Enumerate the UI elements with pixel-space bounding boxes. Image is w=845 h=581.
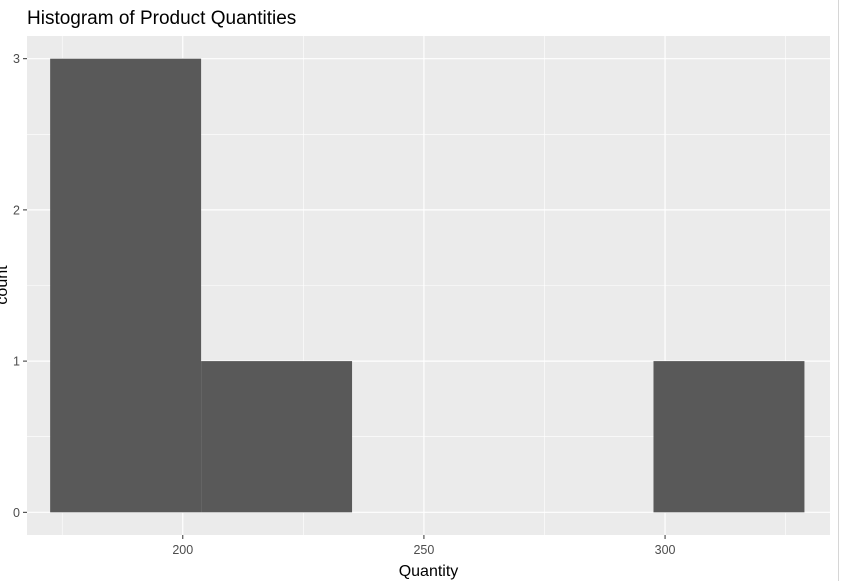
y-tick-label: 1 bbox=[13, 355, 20, 369]
x-tick-label: 250 bbox=[413, 543, 434, 557]
x-axis-ticks: 200 250 300 bbox=[172, 535, 676, 557]
histogram-bar bbox=[653, 361, 805, 513]
y-tick-label: 0 bbox=[13, 506, 20, 520]
histogram-bar bbox=[201, 361, 353, 513]
y-axis-label: count bbox=[0, 265, 11, 305]
chart-title: Histogram of Product Quantities bbox=[27, 8, 296, 29]
y-tick-label: 3 bbox=[13, 52, 20, 66]
y-tick-label: 2 bbox=[13, 203, 20, 217]
x-tick-label: 200 bbox=[172, 543, 193, 557]
histogram-bar bbox=[50, 58, 202, 513]
x-axis-label: Quantity bbox=[399, 563, 459, 580]
histogram-bars bbox=[50, 58, 805, 513]
window-edge bbox=[838, 0, 839, 581]
y-axis-ticks: 0 1 2 3 bbox=[13, 52, 27, 520]
x-tick-label: 300 bbox=[655, 543, 676, 557]
